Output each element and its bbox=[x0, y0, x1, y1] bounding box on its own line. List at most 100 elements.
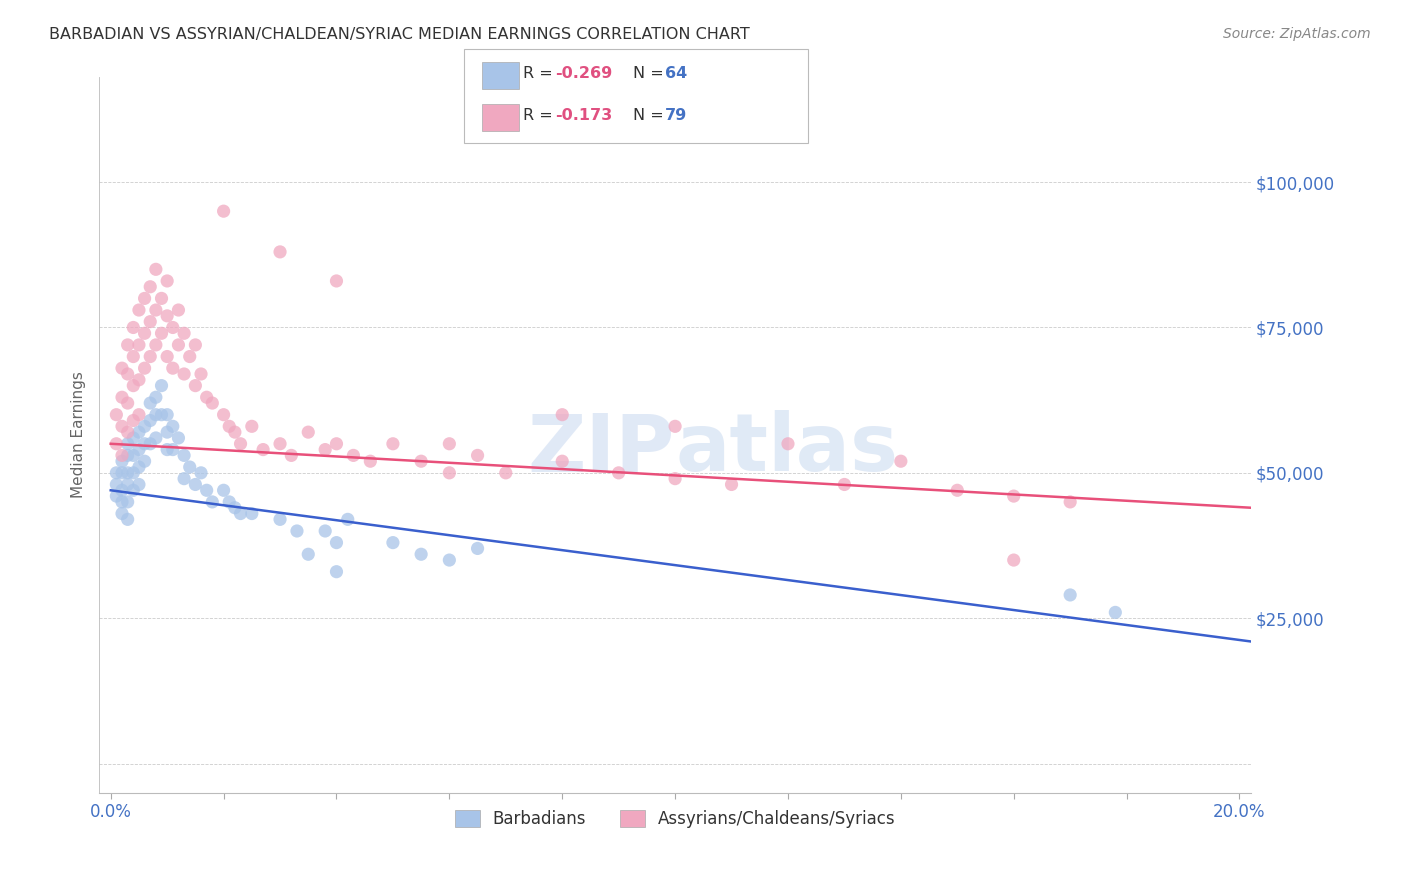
Point bbox=[314, 524, 336, 538]
Point bbox=[139, 413, 162, 427]
Point bbox=[179, 350, 201, 364]
Point bbox=[359, 454, 381, 468]
Text: -0.269: -0.269 bbox=[555, 66, 613, 80]
Point bbox=[162, 320, 184, 334]
Point bbox=[145, 431, 167, 445]
Point bbox=[145, 408, 167, 422]
Text: 79: 79 bbox=[665, 108, 688, 122]
Point bbox=[111, 466, 134, 480]
Point bbox=[664, 472, 686, 486]
Point bbox=[336, 512, 359, 526]
Point bbox=[184, 378, 207, 392]
Point bbox=[145, 338, 167, 352]
Point bbox=[128, 338, 150, 352]
Point bbox=[128, 442, 150, 457]
Point bbox=[134, 292, 156, 306]
Point bbox=[834, 477, 856, 491]
Point bbox=[720, 477, 742, 491]
Point bbox=[134, 436, 156, 450]
Point bbox=[122, 431, 145, 445]
Point bbox=[201, 495, 224, 509]
Point bbox=[134, 326, 156, 341]
Point bbox=[439, 553, 461, 567]
Point bbox=[111, 449, 134, 463]
Point bbox=[145, 262, 167, 277]
Point bbox=[128, 373, 150, 387]
Point bbox=[134, 454, 156, 468]
Point bbox=[342, 449, 364, 463]
Point bbox=[218, 495, 240, 509]
Point bbox=[184, 338, 207, 352]
Point bbox=[139, 315, 162, 329]
Point bbox=[167, 338, 190, 352]
Point bbox=[551, 454, 574, 468]
Point bbox=[162, 442, 184, 457]
Point bbox=[156, 442, 179, 457]
Point bbox=[156, 309, 179, 323]
Point bbox=[297, 425, 319, 439]
Point bbox=[156, 408, 179, 422]
Point bbox=[139, 396, 162, 410]
Point bbox=[105, 466, 128, 480]
Point bbox=[150, 378, 173, 392]
Point bbox=[776, 436, 799, 450]
Text: Source: ZipAtlas.com: Source: ZipAtlas.com bbox=[1223, 27, 1371, 41]
Point bbox=[664, 419, 686, 434]
Point bbox=[122, 483, 145, 498]
Point bbox=[117, 466, 139, 480]
Point bbox=[314, 442, 336, 457]
Point bbox=[128, 425, 150, 439]
Point bbox=[173, 367, 195, 381]
Point bbox=[467, 541, 489, 556]
Point bbox=[411, 547, 433, 561]
Point bbox=[139, 279, 162, 293]
Point bbox=[150, 326, 173, 341]
Point bbox=[229, 507, 252, 521]
Point bbox=[1059, 495, 1081, 509]
Point bbox=[139, 436, 162, 450]
Text: R =: R = bbox=[523, 108, 558, 122]
Point bbox=[190, 466, 212, 480]
Point bbox=[467, 449, 489, 463]
Point bbox=[946, 483, 969, 498]
Point bbox=[128, 408, 150, 422]
Point bbox=[173, 472, 195, 486]
Point bbox=[139, 350, 162, 364]
Point bbox=[117, 477, 139, 491]
Point bbox=[1104, 606, 1126, 620]
Point bbox=[117, 495, 139, 509]
Point bbox=[325, 274, 347, 288]
Point bbox=[122, 378, 145, 392]
Point bbox=[325, 565, 347, 579]
Point bbox=[134, 419, 156, 434]
Point bbox=[122, 350, 145, 364]
Point bbox=[224, 500, 246, 515]
Point bbox=[229, 436, 252, 450]
Point bbox=[297, 547, 319, 561]
Point bbox=[150, 292, 173, 306]
Point bbox=[134, 361, 156, 376]
Text: atlas: atlas bbox=[675, 410, 898, 488]
Point bbox=[111, 419, 134, 434]
Point bbox=[162, 361, 184, 376]
Point bbox=[117, 436, 139, 450]
Point bbox=[122, 320, 145, 334]
Point bbox=[495, 466, 517, 480]
Point bbox=[117, 425, 139, 439]
Point bbox=[111, 390, 134, 404]
Point bbox=[890, 454, 912, 468]
Point bbox=[201, 396, 224, 410]
Point bbox=[280, 449, 302, 463]
Point bbox=[156, 350, 179, 364]
Point bbox=[190, 367, 212, 381]
Point bbox=[145, 303, 167, 318]
Point bbox=[184, 477, 207, 491]
Point bbox=[105, 489, 128, 503]
Point bbox=[145, 390, 167, 404]
Point bbox=[195, 483, 218, 498]
Point bbox=[411, 454, 433, 468]
Legend: Barbadians, Assyrians/Chaldeans/Syriacs: Barbadians, Assyrians/Chaldeans/Syriacs bbox=[449, 803, 903, 834]
Point bbox=[325, 535, 347, 549]
Point bbox=[111, 454, 134, 468]
Text: ZIP: ZIP bbox=[527, 410, 675, 488]
